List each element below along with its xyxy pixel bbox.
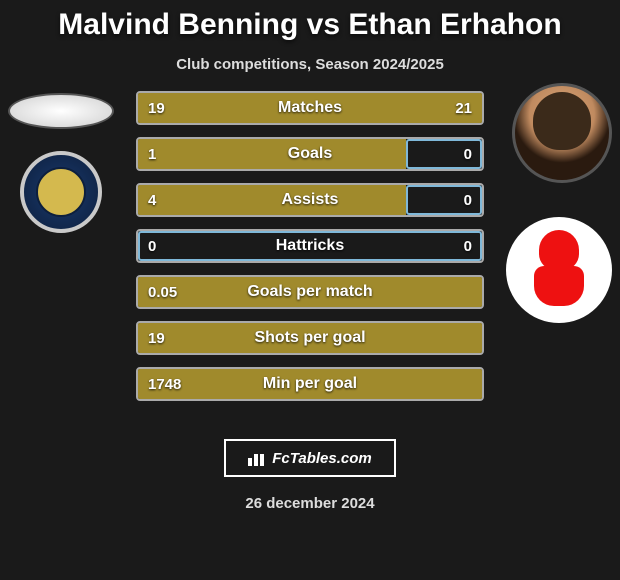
stat-bar: Hattricks0 0	[136, 229, 484, 263]
bar-chart-icon	[248, 450, 266, 466]
imp-mascot-icon	[529, 230, 589, 310]
logo-text: FcTables.com	[272, 450, 371, 467]
stat-label: Min per goal	[138, 369, 482, 399]
page-subtitle: Club competitions, Season 2024/2025	[0, 56, 620, 73]
stat-bar: Assists4 0	[136, 183, 484, 217]
stat-bar: Goals1 0	[136, 137, 484, 171]
stat-value-right: 0	[464, 139, 472, 169]
stat-value-right: 21	[455, 93, 472, 123]
club-badge-right	[506, 217, 612, 323]
stat-bar: Min per goal1748	[136, 367, 484, 401]
stat-value-left: 1748	[148, 369, 181, 399]
snapshot-date: 26 december 2024	[0, 495, 620, 512]
player-left-avatar-placeholder	[8, 93, 114, 129]
stat-label: Assists	[138, 185, 482, 215]
page-title: Malvind Benning vs Ethan Erhahon	[0, 0, 620, 42]
stat-label: Goals per match	[138, 277, 482, 307]
stat-value-left: 4	[148, 185, 156, 215]
stat-value-left: 19	[148, 323, 165, 353]
stat-value-left: 0.05	[148, 277, 177, 307]
stat-value-left: 1	[148, 139, 156, 169]
stat-label: Matches	[138, 93, 482, 123]
stat-bars: Matches1921Goals10Assists40Hattricks00Go…	[136, 91, 484, 401]
player-right-avatar	[512, 83, 612, 183]
shield-icon	[36, 167, 86, 217]
stat-label: Shots per goal	[138, 323, 482, 353]
comparison-content: Matches1921Goals10Assists40Hattricks00Go…	[0, 97, 620, 417]
stat-bar: Shots per goal19	[136, 321, 484, 355]
stat-label: Hattricks	[138, 231, 482, 261]
stat-label: Goals	[138, 139, 482, 169]
stat-value-left: 19	[148, 93, 165, 123]
fctables-logo[interactable]: FcTables.com	[224, 439, 396, 477]
stat-bar: Matches19 21	[136, 91, 484, 125]
club-badge-left	[20, 151, 102, 233]
stat-bar: Goals per match0.05	[136, 275, 484, 309]
stat-value-right: 0	[464, 185, 472, 215]
stat-value-left: 0	[148, 231, 156, 261]
stat-value-right: 0	[464, 231, 472, 261]
